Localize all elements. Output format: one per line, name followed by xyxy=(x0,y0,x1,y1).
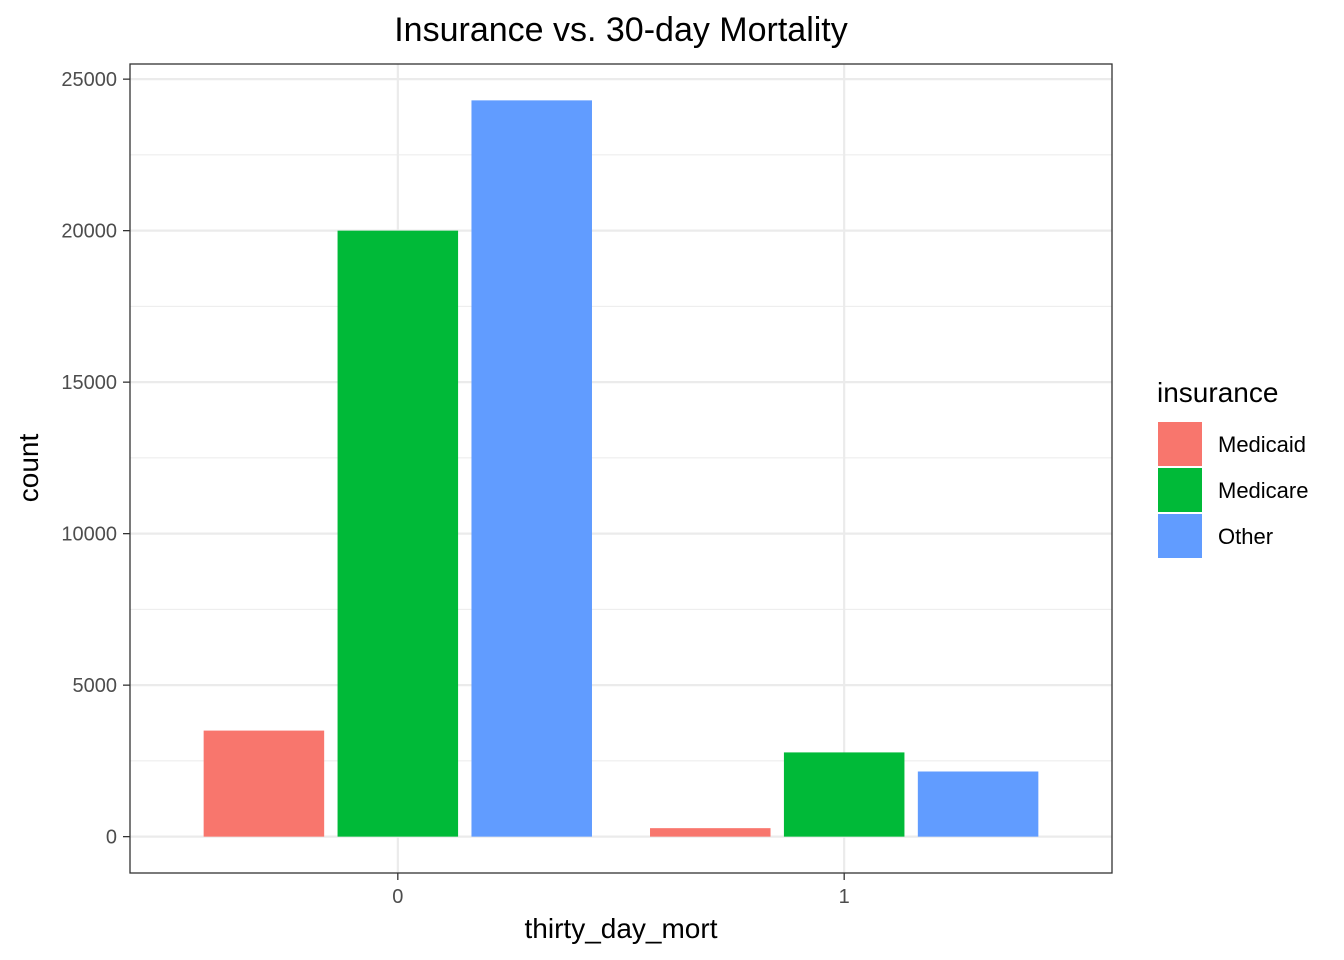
legend-label-other: Other xyxy=(1218,524,1273,549)
legend: insurance Medicaid Medicare Other xyxy=(1157,377,1308,558)
grid-major xyxy=(130,64,1112,873)
legend-label-medicare: Medicare xyxy=(1218,478,1308,503)
y-tick-label: 15000 xyxy=(61,372,117,394)
bar-medicaid-1 xyxy=(650,828,771,837)
chart-title: Insurance vs. 30-day Mortality xyxy=(394,11,848,49)
y-tick-label: 25000 xyxy=(61,69,117,91)
bar-other-0 xyxy=(471,100,592,837)
bar-medicare-0 xyxy=(337,230,459,837)
plot-border xyxy=(129,63,1113,874)
y-tick-label: 20000 xyxy=(61,221,117,243)
x-axis-title: thirty_day_mort xyxy=(525,913,718,944)
legend-title: insurance xyxy=(1157,377,1278,408)
y-axis: 0 5000 10000 15000 20000 25000 xyxy=(61,69,130,849)
y-tick-label: 5000 xyxy=(73,675,118,697)
x-tick-label: 0 xyxy=(392,886,403,908)
legend-key-medicare xyxy=(1158,468,1202,512)
bar-other-1 xyxy=(917,771,1039,837)
legend-key-other xyxy=(1158,514,1202,558)
y-tick-label: 10000 xyxy=(61,524,117,546)
bars xyxy=(203,100,1039,837)
legend-key-medicaid xyxy=(1158,422,1202,466)
y-axis-title: count xyxy=(13,434,44,503)
y-tick-label: 0 xyxy=(106,827,117,849)
bar-medicaid-0 xyxy=(203,730,325,837)
x-tick-label: 1 xyxy=(839,886,850,908)
legend-label-medicaid: Medicaid xyxy=(1218,432,1306,457)
bar-medicare-1 xyxy=(783,752,905,837)
